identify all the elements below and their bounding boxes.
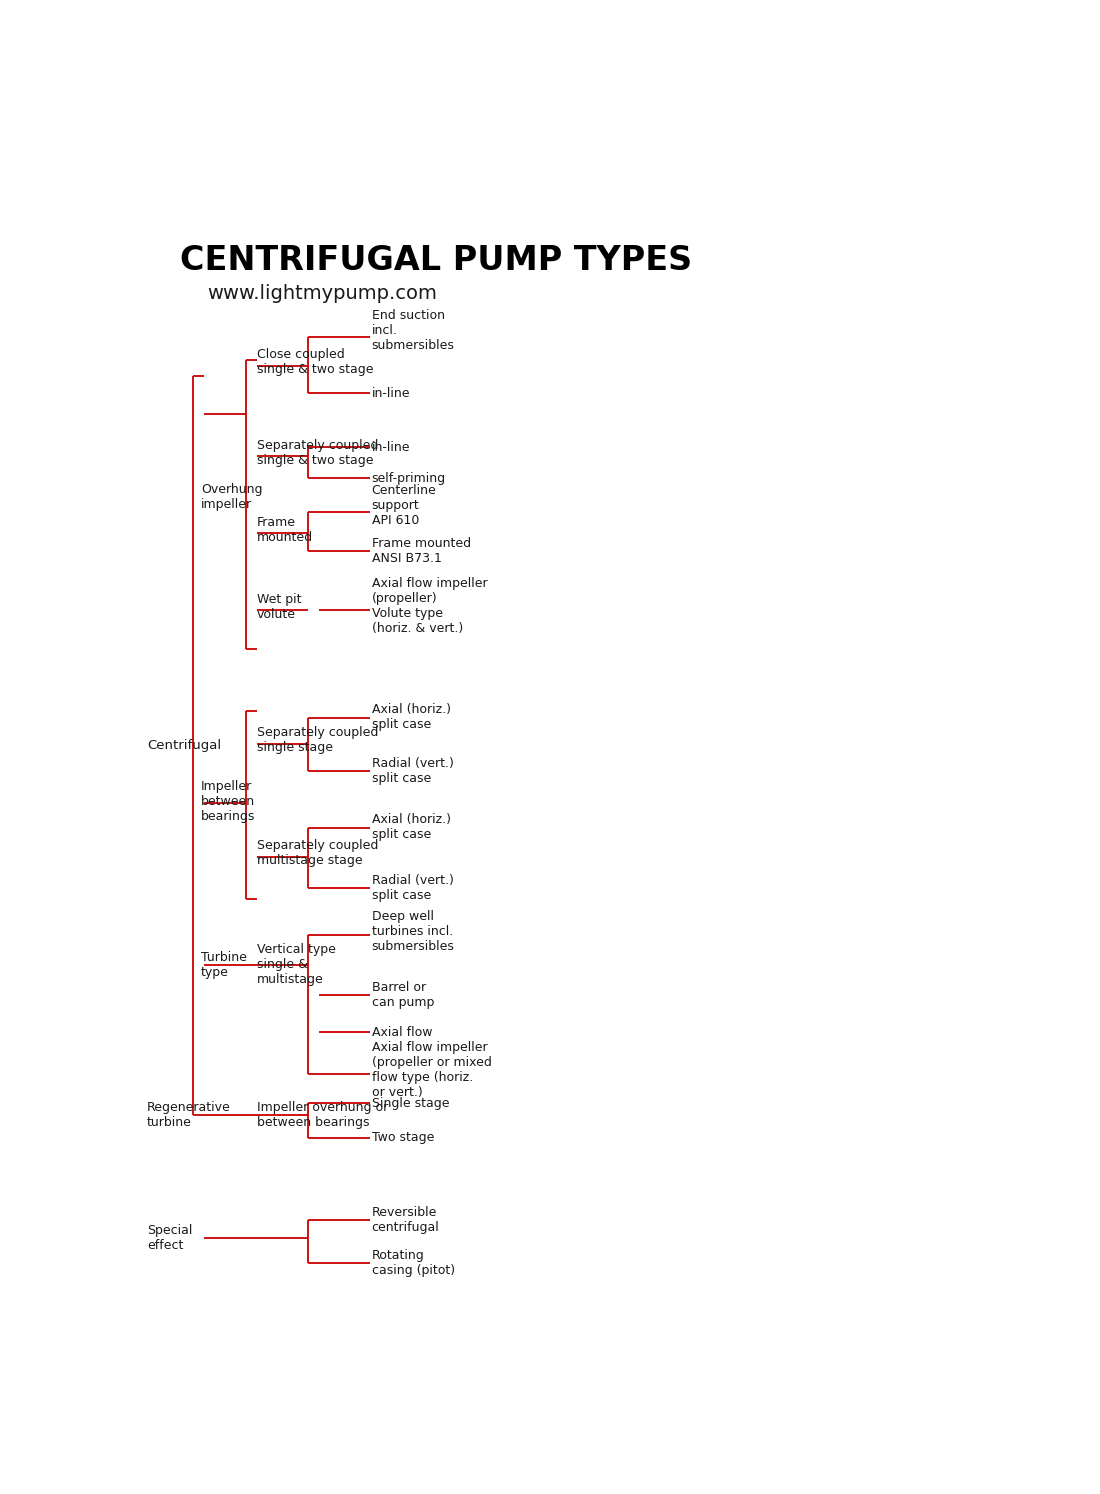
Text: Separately coupled
multistage stage: Separately coupled multistage stage bbox=[257, 840, 378, 867]
Text: Vertical type
single &
multistage: Vertical type single & multistage bbox=[257, 943, 336, 986]
Text: Two stage: Two stage bbox=[372, 1131, 433, 1144]
Text: Frame mounted
ANSI B73.1: Frame mounted ANSI B73.1 bbox=[372, 538, 471, 565]
Text: Axial (horiz.)
split case: Axial (horiz.) split case bbox=[372, 702, 451, 731]
Text: CENTRIFUGAL PUMP TYPES: CENTRIFUGAL PUMP TYPES bbox=[180, 244, 692, 276]
Text: in-line: in-line bbox=[372, 441, 410, 454]
Text: Wet pit
volute: Wet pit volute bbox=[257, 593, 301, 620]
Text: Impeller
between
bearings: Impeller between bearings bbox=[201, 780, 255, 823]
Text: Barrel or
can pump: Barrel or can pump bbox=[372, 982, 433, 1010]
Text: Axial flow impeller
(propeller or mixed
flow type (horiz.
or vert.): Axial flow impeller (propeller or mixed … bbox=[372, 1041, 492, 1100]
Text: Axial flow: Axial flow bbox=[372, 1026, 432, 1038]
Text: self-priming: self-priming bbox=[372, 472, 446, 484]
Text: Special
effect: Special effect bbox=[146, 1224, 192, 1252]
Text: Rotating
casing (pitot): Rotating casing (pitot) bbox=[372, 1249, 454, 1277]
Text: Frame
mounted: Frame mounted bbox=[257, 515, 314, 544]
Text: Axial flow impeller
(propeller)
Volute type
(horiz. & vert.): Axial flow impeller (propeller) Volute t… bbox=[372, 577, 487, 635]
Text: Axial (horiz.)
split case: Axial (horiz.) split case bbox=[372, 813, 451, 841]
Text: Centrifugal: Centrifugal bbox=[146, 738, 221, 751]
Text: Overhung
impeller: Overhung impeller bbox=[201, 483, 263, 511]
Text: Separately coupled
single stage: Separately coupled single stage bbox=[257, 726, 378, 754]
Text: Regenerative
turbine: Regenerative turbine bbox=[146, 1101, 231, 1129]
Text: Single stage: Single stage bbox=[372, 1097, 449, 1110]
Text: Impeller overhung or
between bearings: Impeller overhung or between bearings bbox=[257, 1101, 388, 1129]
Text: www.lightmypump.com: www.lightmypump.com bbox=[207, 284, 437, 303]
Text: Radial (vert.)
split case: Radial (vert.) split case bbox=[372, 874, 453, 902]
Text: Close coupled
single & two stage: Close coupled single & two stage bbox=[257, 348, 373, 376]
Text: Turbine
type: Turbine type bbox=[201, 950, 246, 979]
Text: Reversible
centrifugal: Reversible centrifugal bbox=[372, 1206, 439, 1234]
Text: Radial (vert.)
split case: Radial (vert.) split case bbox=[372, 756, 453, 784]
Text: Deep well
turbines incl.
submersibles: Deep well turbines incl. submersibles bbox=[372, 910, 454, 953]
Text: Separately coupled
single & two stage: Separately coupled single & two stage bbox=[257, 439, 378, 466]
Text: Centerline
support
API 610: Centerline support API 610 bbox=[372, 484, 437, 527]
Text: End suction
incl.
submersibles: End suction incl. submersibles bbox=[372, 309, 454, 353]
Text: in-line: in-line bbox=[372, 387, 410, 400]
